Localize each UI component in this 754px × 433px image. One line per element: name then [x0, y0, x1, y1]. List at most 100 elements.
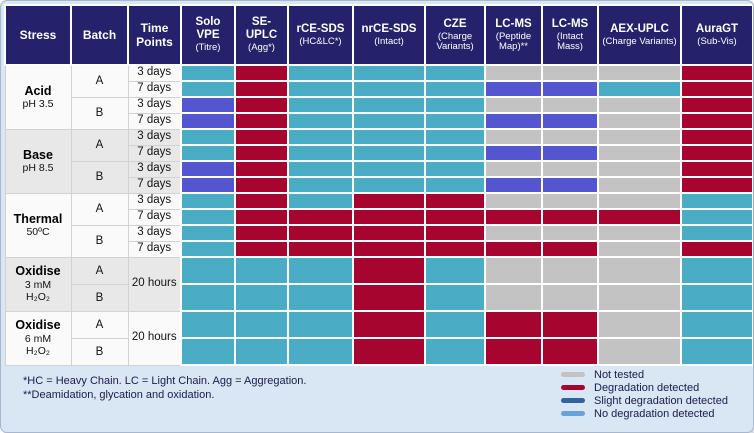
result-cell	[424, 112, 486, 130]
table-row: 7 days	[5, 240, 753, 258]
footnote-1: *HC = Heavy Chain. LC = Light Chain. Agg…	[23, 375, 307, 387]
legend-swatch-icon	[561, 385, 585, 390]
result-cell	[234, 128, 289, 146]
result-cell	[424, 240, 486, 258]
column-header-stress: Stress	[4, 4, 72, 66]
table-row: Base pH 8.5 A 3 days	[4, 128, 753, 194]
result-cell	[680, 192, 753, 210]
batch-label: A	[70, 192, 129, 226]
result-cell	[234, 283, 289, 312]
result-cell	[597, 256, 682, 285]
legend-swatch-icon	[561, 411, 585, 416]
result-cell	[484, 224, 543, 242]
result-cell	[352, 80, 426, 98]
result-cell	[541, 112, 599, 130]
result-cell	[352, 337, 426, 366]
result-cell	[484, 128, 543, 146]
result-cell	[424, 337, 486, 366]
result-cell	[180, 337, 236, 366]
result-cell	[180, 128, 236, 146]
result-cell	[234, 240, 289, 258]
table-row: Acid pH 3.5 A 3 days	[4, 64, 753, 130]
result-cell	[484, 337, 543, 366]
legend-item: Not tested	[561, 368, 728, 381]
table-row: Thermal 50ºC A 3 days	[4, 192, 753, 258]
result-cell	[541, 283, 599, 312]
result-cell	[680, 96, 753, 114]
legend-swatch-icon	[561, 398, 585, 403]
result-cell	[484, 96, 543, 114]
result-cell	[287, 80, 354, 98]
result-cell	[352, 144, 426, 162]
result-cell	[541, 224, 599, 242]
result-cell	[680, 208, 753, 226]
column-header-batch: Batch	[70, 4, 129, 66]
column-header-time-points: Time Points	[127, 4, 182, 66]
result-cell	[597, 310, 682, 339]
result-cell	[680, 112, 753, 130]
result-cell	[287, 128, 354, 146]
table-row: Oxidise 6 mM H₂O₂ A 20 hours	[4, 310, 753, 366]
result-cell	[287, 224, 354, 242]
result-cell	[287, 310, 354, 339]
result-cell	[597, 64, 682, 82]
result-cell	[234, 208, 289, 226]
batch-label: A	[70, 128, 129, 162]
result-cell	[180, 112, 236, 130]
result-cell	[597, 144, 682, 162]
result-cell	[424, 283, 486, 312]
result-cell	[484, 176, 543, 194]
result-cell	[680, 337, 753, 366]
result-cell	[424, 64, 486, 82]
result-cell	[287, 208, 354, 226]
column-header-lc-ms: LC-MS (Intact Mass)	[541, 4, 599, 66]
result-cell	[352, 283, 426, 312]
result-cell	[180, 224, 236, 242]
result-cell	[424, 160, 486, 178]
result-cell	[541, 160, 599, 178]
result-cell	[424, 96, 486, 114]
result-cell	[287, 176, 354, 194]
result-cell	[234, 224, 289, 242]
result-cell	[287, 256, 354, 285]
result-cell	[424, 80, 486, 98]
result-cell	[180, 160, 236, 178]
table-row: B	[5, 337, 753, 366]
column-header-solo-vpe: Solo VPE (Titre)	[180, 4, 236, 66]
legend-label: Not tested	[594, 368, 645, 381]
column-header-rce-sds: rCE-SDS (HC&LC*)	[287, 4, 354, 66]
result-cell	[287, 64, 354, 82]
result-cell	[597, 112, 682, 130]
column-header-aex-uplc: AEX-UPLC (Charge Variants)	[597, 4, 682, 66]
time-point-label: 7 days	[127, 80, 182, 98]
result-cell	[597, 160, 682, 178]
batch-label: A	[70, 256, 129, 285]
result-cell	[234, 160, 289, 178]
result-cell	[541, 240, 599, 258]
time-point-label: 3 days	[127, 192, 182, 210]
result-cell	[352, 160, 426, 178]
time-point-label: 20 hours	[127, 256, 182, 312]
result-cell	[541, 310, 599, 339]
legend: Not tested Degradation detected Slight deg…	[561, 368, 728, 420]
table-row: 7 days	[5, 112, 753, 130]
legend-swatch-icon	[561, 372, 585, 377]
result-cell	[180, 64, 236, 82]
results-table-wrap: Stress Batch Time Points Solo VPE (Titre) SE-…	[4, 4, 753, 366]
result-cell	[352, 128, 426, 146]
result-cell	[234, 80, 289, 98]
result-cell	[541, 176, 599, 194]
result-cell	[424, 192, 486, 210]
result-cell	[424, 256, 486, 285]
footnote-2: **Deamidation, glycation and oxidation.	[23, 388, 215, 401]
batch-label: A	[70, 310, 129, 339]
result-cell	[180, 96, 236, 114]
result-cell	[680, 176, 753, 194]
time-point-label: 7 days	[127, 176, 182, 194]
result-cell	[484, 192, 543, 210]
result-cell	[680, 144, 753, 162]
table-row: 7 days	[5, 144, 753, 162]
column-header-cze: CZE (Charge Variants)	[424, 4, 486, 66]
stress-label-base: Base pH 8.5	[4, 128, 72, 194]
